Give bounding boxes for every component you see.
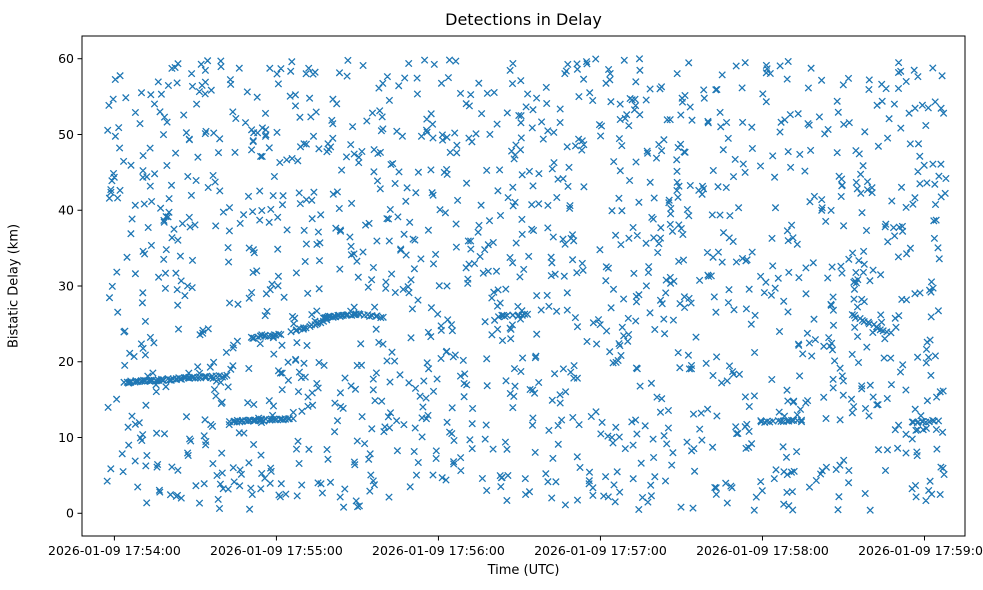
y-tick-label: 60 [58,51,74,66]
y-tick-label: 0 [66,506,74,521]
x-tick-label: 2026-01-09 17:57:00 [534,543,667,558]
chart-title: Detections in Delay [445,10,602,29]
y-tick-label: 10 [58,430,74,445]
y-tick-label: 20 [58,354,74,369]
x-axis-label: Time (UTC) [487,563,560,578]
scatter-points [103,55,950,514]
plot-frame [81,35,966,537]
y-tick-label: 30 [58,278,74,293]
x-tick-label: 2026-01-09 17:59:00 [858,543,983,558]
x-tick-label: 2026-01-09 17:54:00 [48,543,181,558]
y-axis-label: Bistatic Delay (km) [6,223,22,349]
y-tick-label: 50 [58,127,74,142]
x-tick-label: 2026-01-09 17:56:00 [372,543,505,558]
x-tick-label: 2026-01-09 17:55:00 [210,543,343,558]
x-tick-label: 2026-01-09 17:58:00 [696,543,829,558]
y-tick-label: 40 [58,203,74,218]
